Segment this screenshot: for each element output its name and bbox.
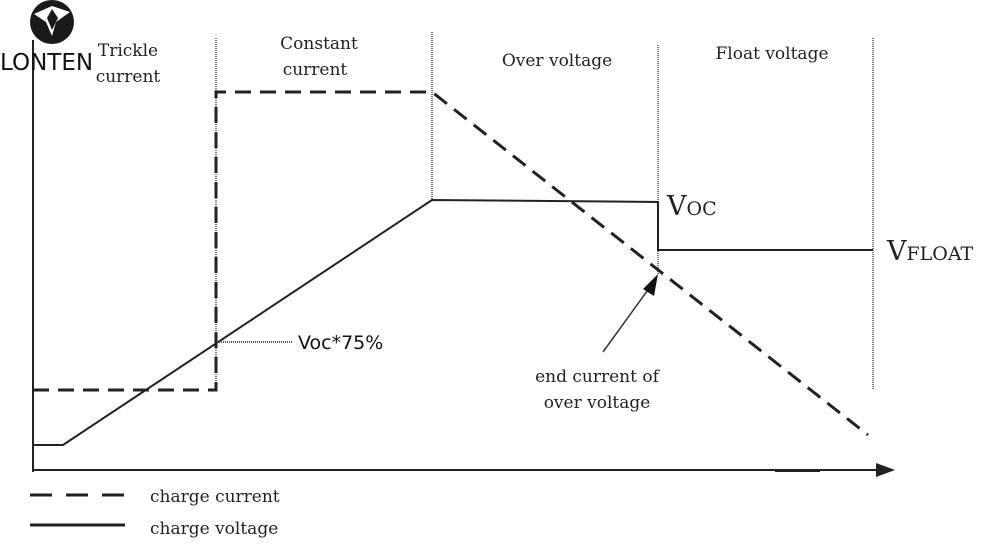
phase-constant-label-2: current xyxy=(283,60,348,80)
voc-label: VOC xyxy=(666,191,717,222)
phase-constant-label-1: Constant xyxy=(280,34,358,54)
charge-current-line xyxy=(33,90,869,437)
logo-text: LONTEN xyxy=(0,50,93,76)
lonten-logo: LONTEN xyxy=(0,0,93,76)
x-axis-arrow xyxy=(876,463,895,477)
end-current-label-2: over voltage xyxy=(544,393,651,413)
end-current-arrow xyxy=(602,286,651,353)
arrow-head xyxy=(643,274,658,296)
legend-charge-voltage: charge voltage xyxy=(150,519,278,539)
legend-charge-current: charge current xyxy=(150,487,280,507)
phase-over-voltage-label: Over voltage xyxy=(502,51,612,71)
phase-trickle-label-2: current xyxy=(96,67,161,87)
end-current-label-1: end current of xyxy=(535,367,660,387)
vfloat-label: VFLOAT xyxy=(886,236,974,267)
phase-float-voltage-label: Float voltage xyxy=(715,44,828,64)
charge-voltage-line xyxy=(33,198,873,446)
voc75-label: Voc*75% xyxy=(298,332,383,354)
phase-trickle-label-1: Trickle xyxy=(98,41,158,61)
